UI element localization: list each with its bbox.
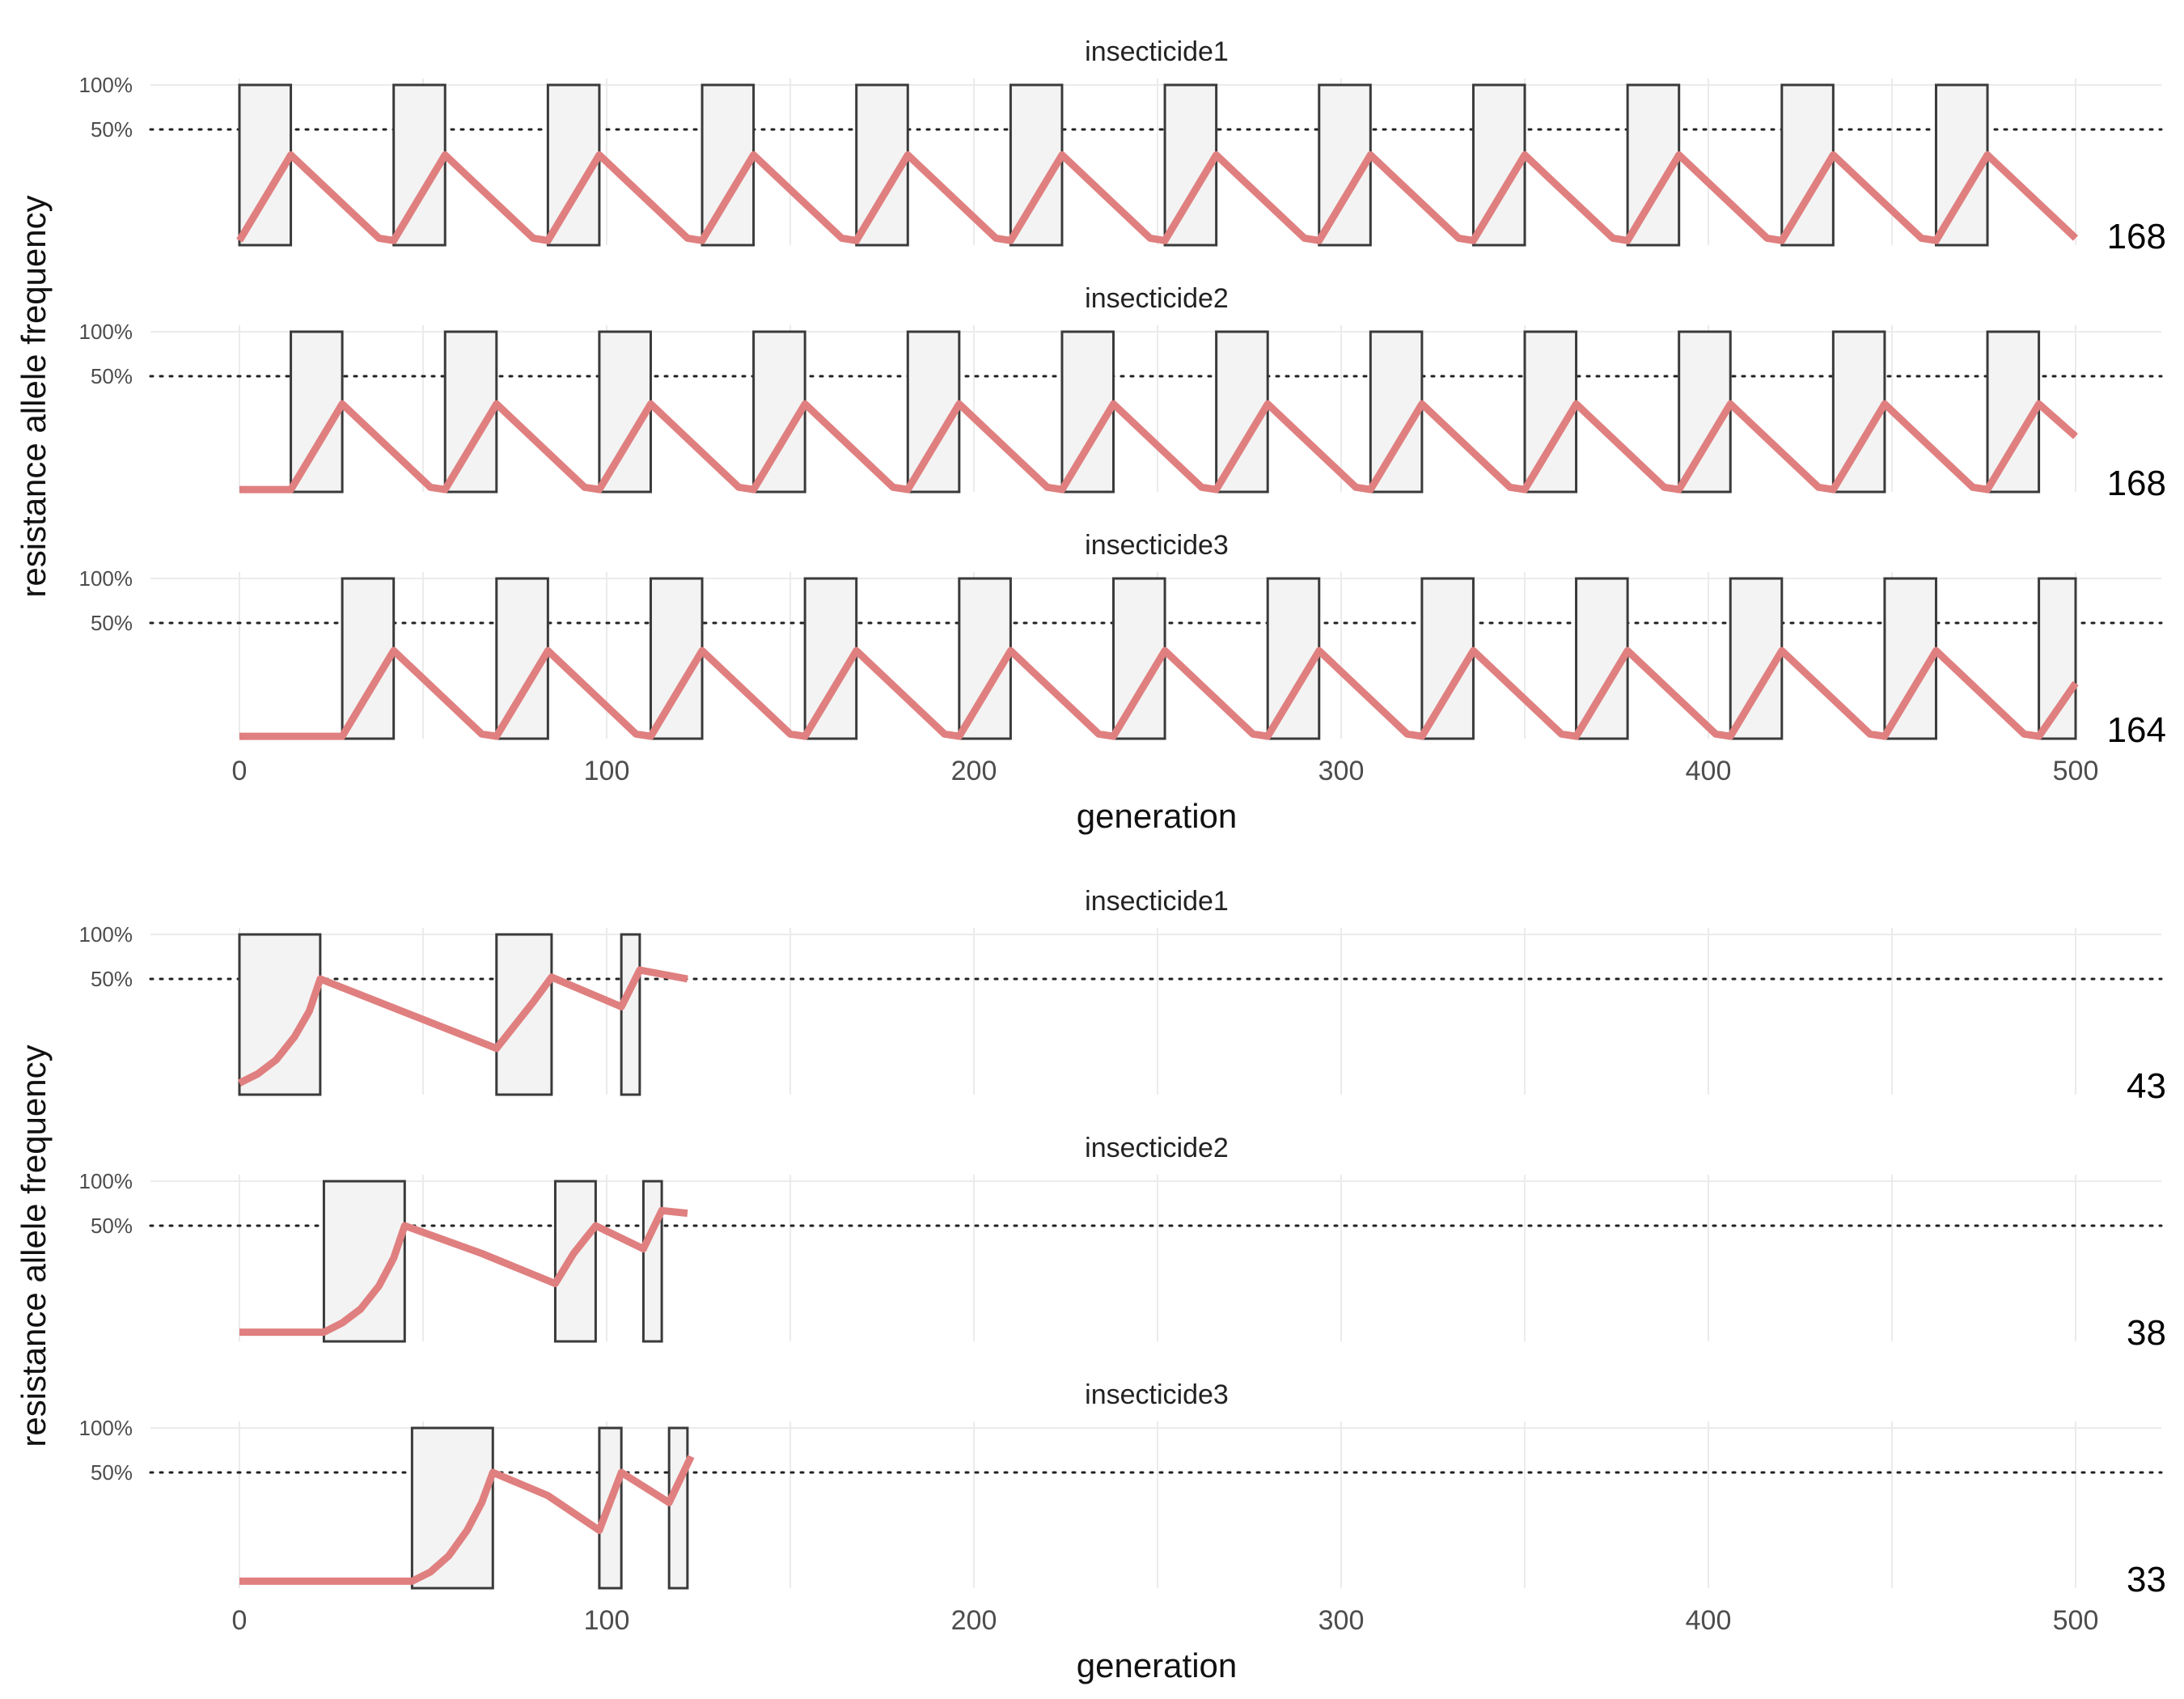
y-tick-label: 50% <box>91 1214 133 1238</box>
chart-bottom: insecticide1 100% 50% 43 insecticide2 10… <box>15 886 2166 1684</box>
x-tick-label: 300 <box>1318 1605 1365 1636</box>
spray-period-box <box>1420 577 1475 740</box>
facet-panel: insecticide3 100% 50% 164 <box>79 530 2167 750</box>
facet-title: insecticide1 <box>1085 886 1229 917</box>
x-tick-label: 400 <box>1686 1605 1732 1636</box>
x-axis: 0 100 200 300 400 500 generation <box>232 756 2099 835</box>
resistance-frequency-line <box>239 1455 695 1585</box>
grid <box>150 928 2161 1095</box>
x-tick-label: 100 <box>584 756 630 786</box>
y-tick-label: 50% <box>91 611 133 635</box>
resistance-frequency-line <box>239 400 2078 494</box>
y-tick-label: 100% <box>79 320 133 344</box>
x-tick-label: 500 <box>2053 756 2099 786</box>
resistance-frequency-line <box>237 966 688 1087</box>
x-axis-title: generation <box>1077 1646 1238 1684</box>
facet-panel: insecticide1 100% 50% 168 <box>79 36 2167 256</box>
spray-period-box <box>855 83 909 247</box>
spray-period-box <box>598 1426 623 1590</box>
y-tick-label: 100% <box>79 1416 133 1440</box>
grid <box>150 1175 2161 1341</box>
spray-periods <box>290 330 2041 494</box>
x-axis-title: generation <box>1077 797 1238 835</box>
spray-period-box <box>667 1426 689 1590</box>
y-tick-label: 100% <box>79 1169 133 1193</box>
count-label: 168 <box>2107 464 2166 503</box>
spray-period-box <box>641 1180 663 1343</box>
facet-panel: insecticide2 100% 50% 38 <box>79 1133 2167 1353</box>
y-tick-label: 50% <box>91 364 133 388</box>
x-tick-label: 0 <box>232 1605 248 1636</box>
count-label: 168 <box>2107 217 2166 256</box>
x-axis: 0 100 200 300 400 500 generation <box>232 1605 2099 1684</box>
x-tick-label: 200 <box>951 756 997 786</box>
x-tick-label: 400 <box>1686 756 1732 786</box>
spray-periods <box>238 83 1989 247</box>
facet-title: insecticide2 <box>1085 283 1229 314</box>
count-label: 164 <box>2107 710 2166 750</box>
facet-title: insecticide3 <box>1085 1379 1229 1410</box>
y-tick-label: 100% <box>79 566 133 591</box>
facet-panel: insecticide1 100% 50% 43 <box>79 886 2167 1106</box>
y-tick-label: 50% <box>91 1460 133 1485</box>
resistance-frequency-line <box>236 151 2079 244</box>
facet-panel: insecticide3 100% 50% 33 <box>79 1379 2167 1599</box>
y-tick-label: 50% <box>91 117 133 142</box>
y-tick-label: 100% <box>79 922 133 947</box>
spray-periods <box>238 933 641 1096</box>
y-axis-title: resistance allele frequency <box>15 1044 53 1447</box>
spray-period-box <box>620 933 641 1096</box>
x-tick-label: 200 <box>951 1605 997 1636</box>
chart-top: insecticide1 100% 50% 168 insecticide2 1… <box>15 36 2166 835</box>
y-tick-label: 50% <box>91 967 133 991</box>
facet-title: insecticide1 <box>1085 36 1229 67</box>
resistance-frequency-line <box>239 646 2079 740</box>
count-label: 38 <box>2127 1313 2166 1353</box>
spray-periods <box>341 577 2077 740</box>
facet-title: insecticide2 <box>1085 1133 1229 1163</box>
resistance-frequency-line <box>239 1206 688 1337</box>
count-label: 43 <box>2127 1066 2166 1106</box>
spray-period-box <box>553 1180 597 1343</box>
x-tick-label: 0 <box>232 756 248 786</box>
x-tick-label: 500 <box>2053 1605 2099 1636</box>
spray-periods <box>322 1180 663 1343</box>
x-tick-label: 300 <box>1318 756 1365 786</box>
facet-title: insecticide3 <box>1085 530 1229 561</box>
spray-periods <box>410 1426 689 1590</box>
x-tick-label: 100 <box>584 1605 630 1636</box>
count-label: 33 <box>2127 1560 2166 1599</box>
spray-period-box <box>752 330 806 494</box>
spray-period-box <box>1112 577 1166 740</box>
spray-period-box <box>1163 83 1218 247</box>
y-tick-label: 100% <box>79 73 133 97</box>
y-axis-title: resistance allele frequency <box>15 195 53 597</box>
facet-panel: insecticide2 100% 50% 168 <box>79 283 2167 503</box>
spray-period-box <box>1934 83 1989 247</box>
